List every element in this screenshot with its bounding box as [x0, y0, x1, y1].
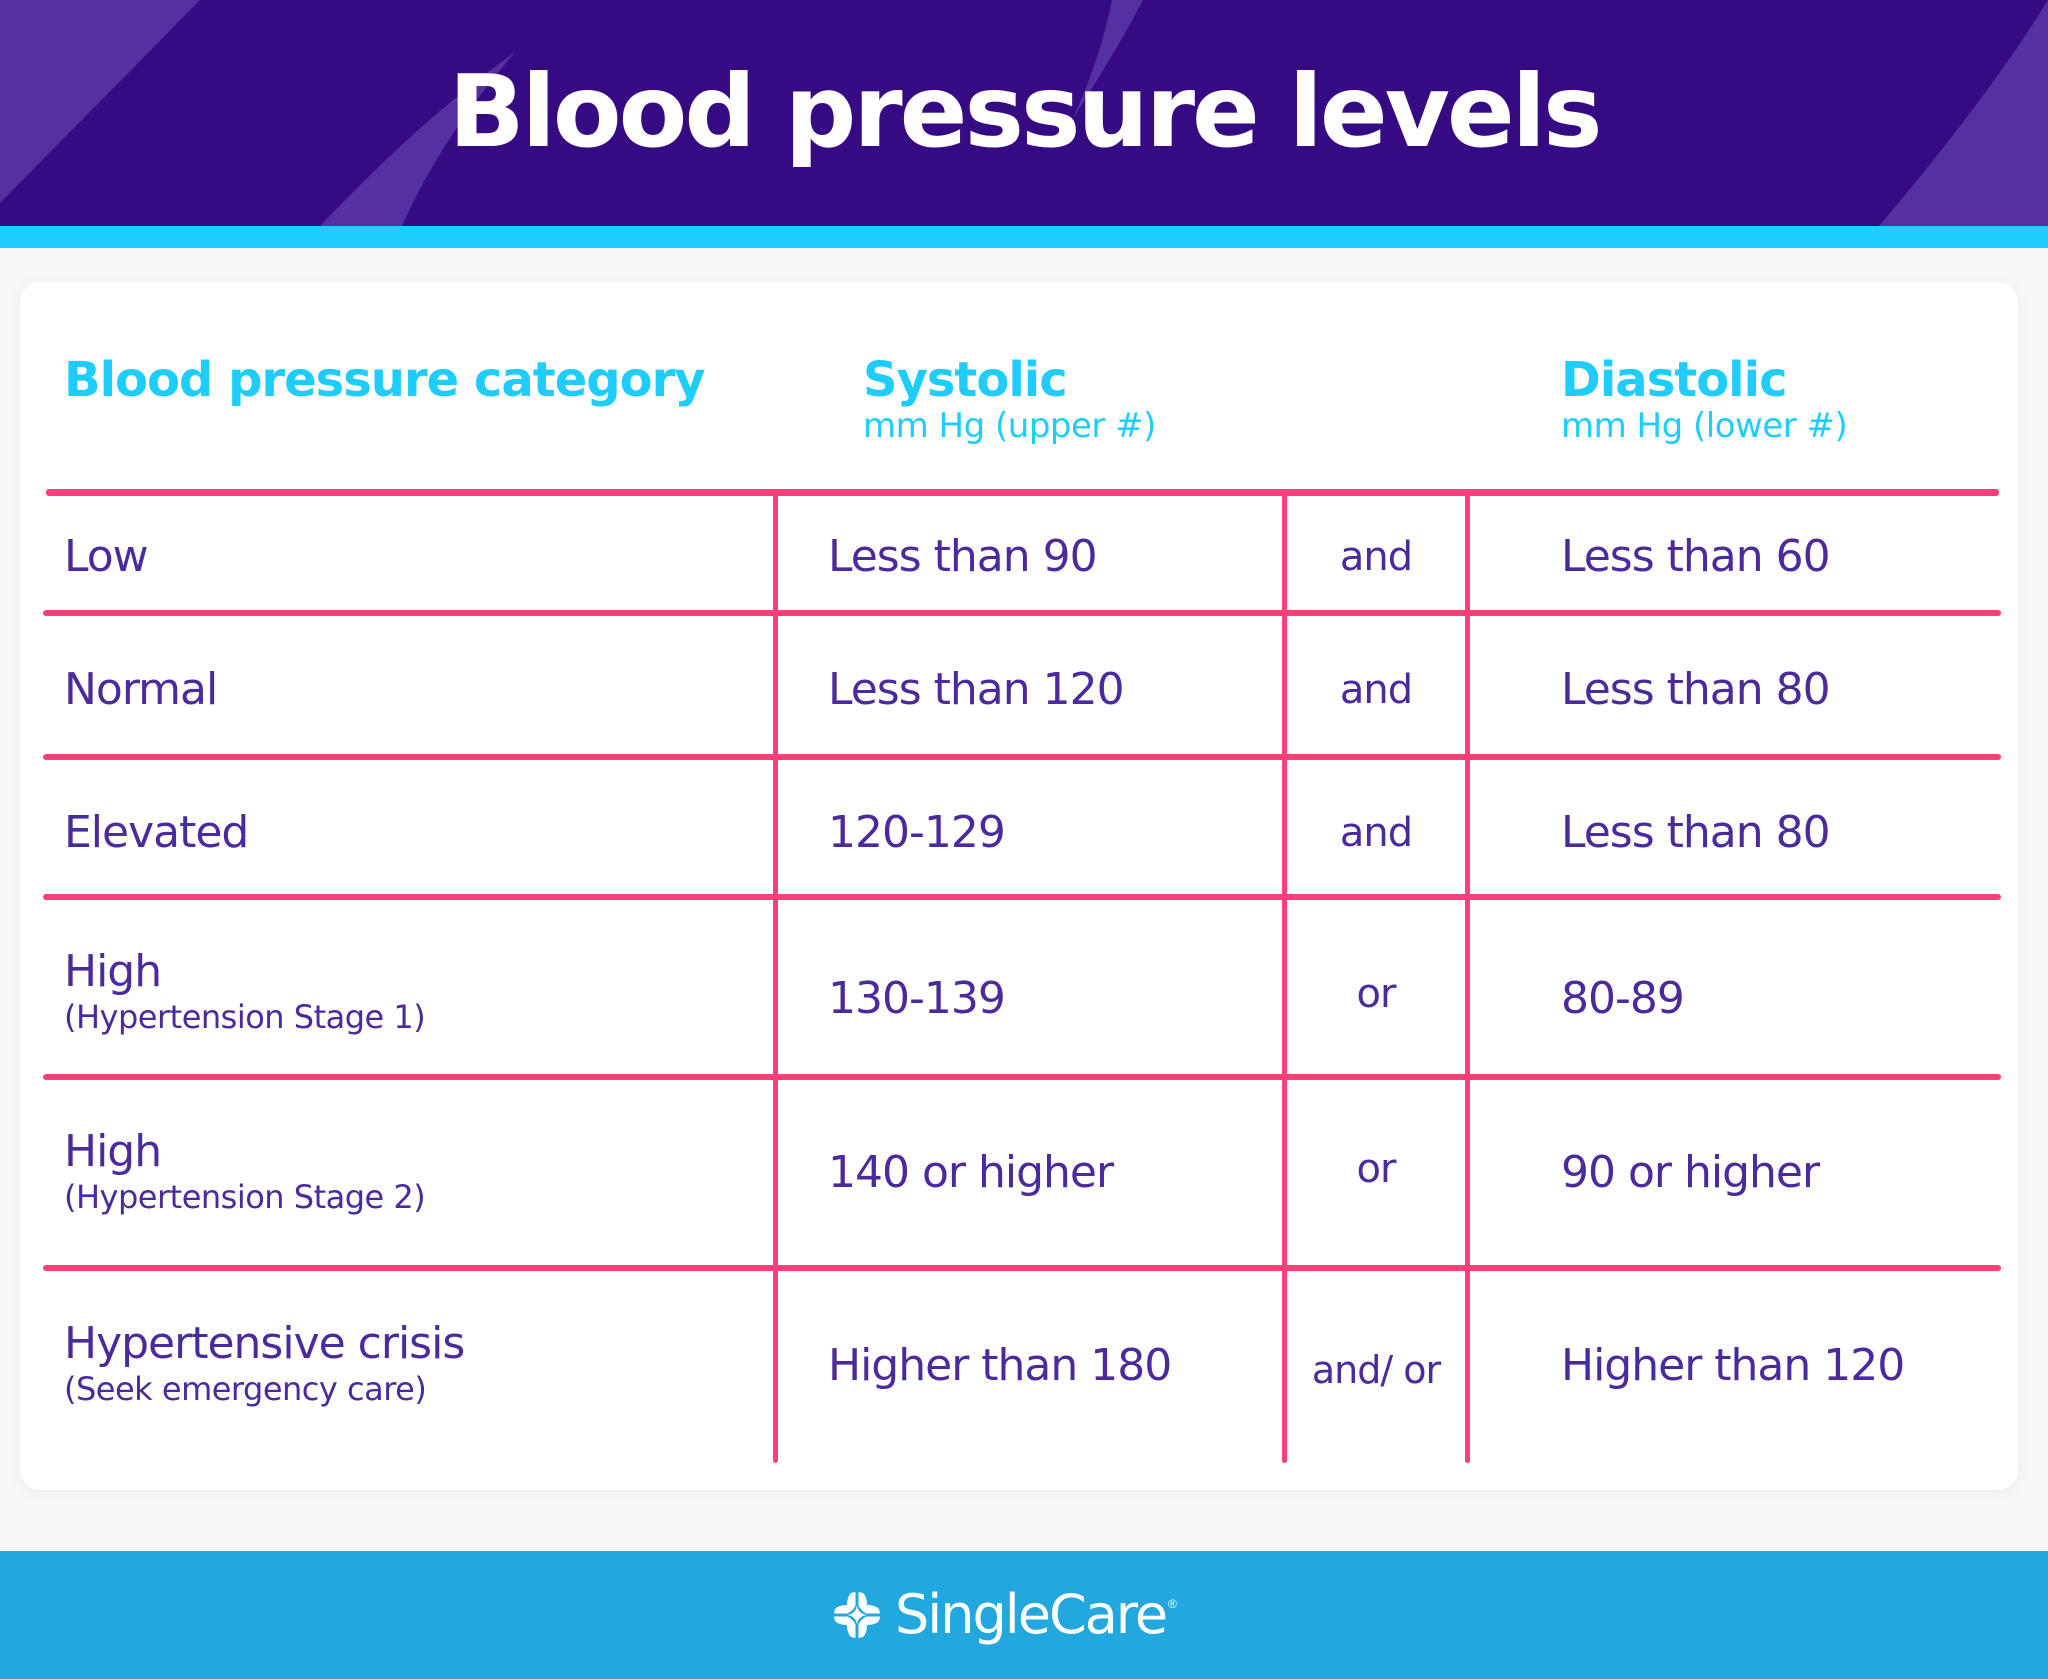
table-row-crisis-systolic: Higher than 180: [828, 1340, 1172, 1391]
singlecare-cross-logo-icon: [833, 1591, 881, 1639]
table-row-stage1-diastolic: 80-89: [1561, 973, 1685, 1024]
table-row-stage1-conjunction: or: [1356, 971, 1397, 1017]
category-label: Normal: [64, 664, 218, 715]
column-divider-conjunction-left: [1282, 492, 1287, 1463]
table-row-low-diastolic: Less than 60: [1561, 531, 1831, 582]
page-title: Blood pressure levels: [448, 53, 1602, 170]
category-label: Low: [64, 531, 149, 582]
brand-name: SingleCare: [895, 1583, 1168, 1646]
table-row-low-conjunction: and: [1339, 534, 1413, 580]
column-header-systolic: Systolic mm Hg (upper #): [863, 352, 1156, 444]
row-divider: [43, 894, 2001, 900]
table-row-elevated-diastolic: Less than 80: [1561, 807, 1831, 858]
table-row-normal-conjunction: and: [1339, 667, 1413, 713]
column-subtitle: mm Hg (lower #): [1561, 406, 1848, 446]
row-divider: [43, 610, 2001, 616]
table-row-normal-systolic: Less than 120: [828, 664, 1125, 715]
table-row-normal-diastolic: Less than 80: [1561, 664, 1831, 715]
table-row-low-systolic: Less than 90: [828, 531, 1098, 582]
table-row-stage2-conjunction: or: [1356, 1146, 1397, 1192]
table-row-elevated-systolic: 120-129: [828, 807, 1006, 858]
table-row-low-category: Low: [64, 531, 149, 583]
table-row-stage2-diastolic: 90 or higher: [1561, 1147, 1820, 1198]
header-divider-stripe: [0, 226, 2048, 248]
category-label: Hypertensive crisis: [64, 1318, 465, 1369]
column-subtitle: mm Hg (upper #): [863, 406, 1156, 446]
row-divider: [43, 1265, 2001, 1271]
table-row-crisis-conjunction: and/ or: [1311, 1348, 1441, 1392]
row-divider: [43, 1074, 2001, 1080]
category-note: (Seek emergency care): [64, 1370, 427, 1408]
header-banner: Blood pressure levels: [0, 0, 2048, 226]
singlecare-logo: SingleCare ®: [833, 1585, 1177, 1645]
blood-pressure-table-card: [20, 282, 2018, 1490]
column-title: Systolic: [863, 352, 1068, 408]
table-row-stage2-systolic: 140 or higher: [828, 1147, 1114, 1198]
table-row-stage1-category: High (Hypertension Stage 1): [64, 946, 426, 1036]
column-header-diastolic: Diastolic mm Hg (lower #): [1561, 352, 1848, 446]
table-row-elevated-conjunction: and: [1339, 810, 1413, 856]
table-row-crisis-category: Hypertensive crisis (Seek emergency care…: [64, 1318, 465, 1408]
column-header-category: Blood pressure category: [64, 352, 706, 408]
footer-bar: SingleCare ®: [0, 1551, 2048, 1679]
table-row-elevated-category: Elevated: [64, 807, 249, 859]
decorative-shapes-icon: [0, 0, 2048, 226]
column-divider-conjunction-right: [1465, 492, 1470, 1463]
category-label: High: [64, 946, 162, 997]
category-note: (Hypertension Stage 2): [64, 1178, 426, 1216]
category-label: High: [64, 1126, 162, 1177]
column-title: Diastolic: [1561, 352, 1788, 408]
table-header-divider: [46, 489, 1999, 496]
category-label: Elevated: [64, 807, 249, 858]
table-row-crisis-diastolic: Higher than 120: [1561, 1340, 1905, 1391]
category-note: (Hypertension Stage 1): [64, 998, 426, 1036]
registered-mark: ®: [1168, 1597, 1177, 1611]
row-divider: [43, 754, 2001, 760]
table-row-stage1-systolic: 130-139: [828, 973, 1006, 1024]
column-divider-systolic: [773, 492, 778, 1463]
column-title: Blood pressure category: [64, 352, 706, 408]
table-row-stage2-category: High (Hypertension Stage 2): [64, 1126, 426, 1216]
table-row-normal-category: Normal: [64, 664, 218, 716]
